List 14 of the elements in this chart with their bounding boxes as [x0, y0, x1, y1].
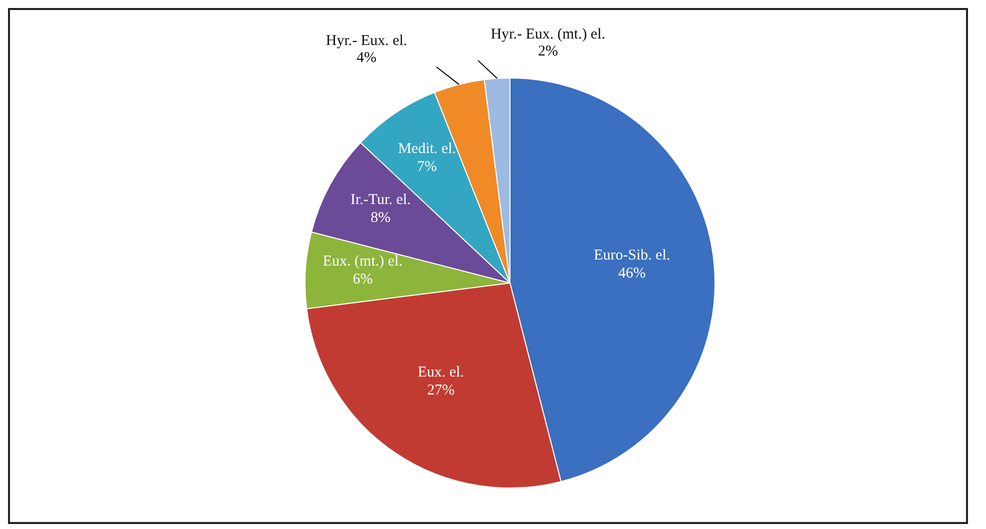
slice-label: Euro-Sib. el.: [594, 248, 670, 264]
slice-label: Hyr.- Eux. el.: [326, 33, 408, 50]
slice-label: Ir.-Tur. el.: [350, 192, 411, 208]
data-label: 27%: [427, 382, 455, 399]
data-label: 4%: [356, 50, 377, 66]
slice-label: Eux. el.: [418, 364, 464, 381]
slice-label: Eux. (mt.) el.: [322, 254, 402, 270]
data-label: 6%: [352, 272, 373, 288]
slice-label: Hyr.- Eux. (mt.) el.: [490, 26, 606, 42]
data-label: 8%: [370, 210, 391, 226]
data-label: 46%: [618, 266, 646, 282]
slice-label: Medit. el.: [398, 140, 456, 157]
data-label: 7%: [417, 158, 438, 175]
data-label: 2%: [538, 43, 558, 60]
